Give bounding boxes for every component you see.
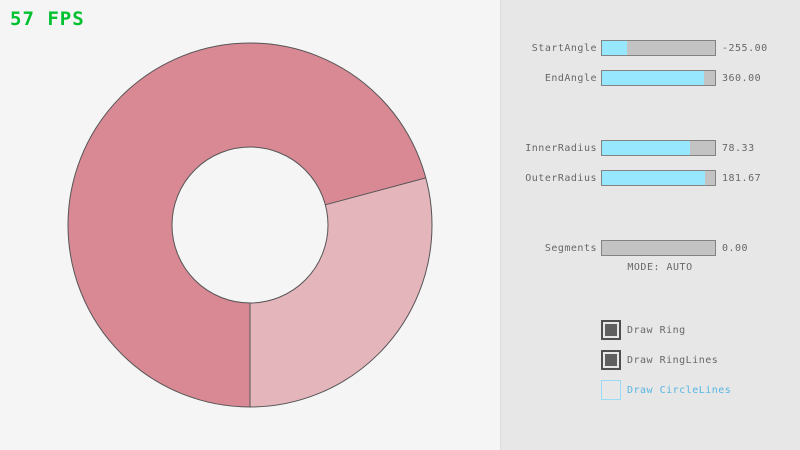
ring-outline-start-edge <box>325 177 426 206</box>
slider-endangle-value: 360.00 <box>722 73 762 84</box>
control-panel: StartAngle -255.00 EndAngle 360.00 Inner… <box>500 0 800 450</box>
slider-segments-label: Segments <box>544 243 597 254</box>
slider-innerradius-label: InnerRadius <box>525 143 597 154</box>
slider-outerradius-value: 181.67 <box>722 173 762 184</box>
slider-segments-bar[interactable] <box>601 240 716 256</box>
slider-row-startangle: StartAngle -255.00 <box>501 40 800 57</box>
slider-startangle-value: -255.00 <box>722 43 768 54</box>
slider-startangle-label: StartAngle <box>531 43 597 54</box>
checkbox-draw-ring-label: Draw Ring <box>627 325 686 336</box>
ring-outline-inner <box>171 146 329 304</box>
slider-endangle-label: EndAngle <box>544 73 597 84</box>
checkbox-draw-circlelines-box[interactable] <box>601 380 621 400</box>
slider-innerradius-fill <box>602 141 691 155</box>
checkbox-draw-ringlines-label: Draw RingLines <box>627 355 719 366</box>
checkbox-draw-circlelines[interactable]: Draw CircleLines <box>601 380 781 400</box>
slider-startangle-fill <box>602 41 627 55</box>
ring-canvas <box>67 42 433 408</box>
ring-light-segment <box>250 177 433 407</box>
checkbox-draw-ring-box[interactable] <box>601 320 621 340</box>
slider-outerradius-bar[interactable] <box>601 170 716 186</box>
slider-endangle-fill <box>602 71 704 85</box>
slider-endangle-bar[interactable] <box>601 70 716 86</box>
checkbox-draw-ringlines[interactable]: Draw RingLines <box>601 350 781 370</box>
slider-innerradius-bar[interactable] <box>601 140 716 156</box>
mode-label: MODE: AUTO <box>627 262 693 273</box>
checkbox-draw-ring[interactable]: Draw Ring <box>601 320 781 340</box>
checkbox-draw-ringlines-box[interactable] <box>601 350 621 370</box>
slider-outerradius-label: OuterRadius <box>525 173 597 184</box>
slider-startangle-bar[interactable] <box>601 40 716 56</box>
slider-row-innerradius: InnerRadius 78.33 <box>501 140 800 157</box>
slider-outerradius-fill <box>602 171 705 185</box>
slider-row-outerradius: OuterRadius 181.67 <box>501 170 800 187</box>
slider-row-endangle: EndAngle 360.00 <box>501 70 800 87</box>
slider-row-segments: Segments 0.00 <box>501 240 800 257</box>
checkbox-draw-circlelines-label: Draw CircleLines <box>627 385 732 396</box>
fps-counter: 57 FPS <box>10 8 85 30</box>
slider-innerradius-value: 78.33 <box>722 143 755 154</box>
slider-segments-value: 0.00 <box>722 243 749 254</box>
